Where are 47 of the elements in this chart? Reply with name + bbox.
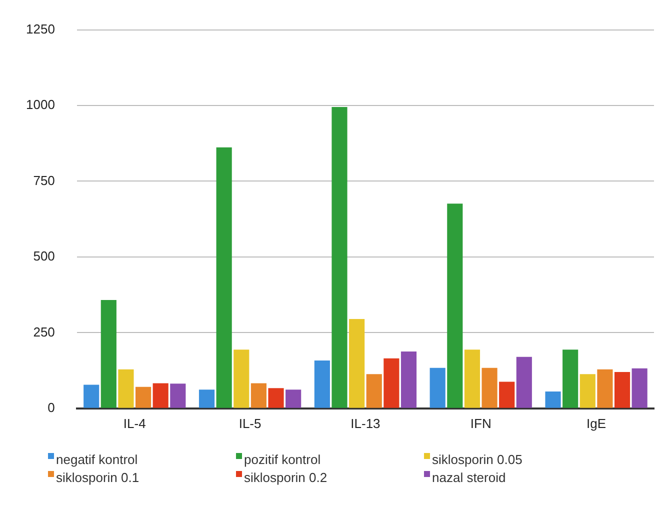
bar <box>430 368 446 408</box>
bar <box>580 374 596 408</box>
bar <box>314 360 330 408</box>
y-tick-label: 750 <box>33 172 55 188</box>
x-tick-label: IgE <box>586 416 606 431</box>
bar <box>332 107 348 408</box>
bar <box>516 356 532 408</box>
bar <box>286 390 302 408</box>
bar <box>152 383 168 408</box>
bar <box>366 374 382 408</box>
bar <box>216 147 232 408</box>
bar <box>384 358 400 408</box>
bar <box>597 369 613 408</box>
y-tick-label: 1000 <box>26 97 55 112</box>
x-tick-label: IL-13 <box>350 416 380 431</box>
bar <box>234 350 250 408</box>
bar <box>614 372 630 408</box>
y-tick-label: 250 <box>33 324 55 340</box>
bar <box>84 384 100 408</box>
y-tick-label: 1250 <box>26 21 55 36</box>
legend-label: siklosporin 0.1 <box>56 470 140 485</box>
bar <box>482 368 498 408</box>
bar <box>447 204 463 408</box>
legend-label: siklosporin 0.2 <box>244 470 328 485</box>
x-tick-label: IFN <box>470 416 492 431</box>
bar <box>118 369 134 408</box>
legend-label: siklosporin 0.05 <box>432 452 522 467</box>
legend-label: nazal steroid <box>432 470 506 485</box>
bar <box>170 384 186 408</box>
y-tick-label: 500 <box>33 248 55 264</box>
bar <box>400 351 417 408</box>
bar <box>562 350 578 408</box>
bar <box>268 388 284 408</box>
bar <box>135 386 152 408</box>
bar <box>100 300 116 408</box>
bar <box>464 350 480 408</box>
bar <box>349 319 365 408</box>
bar <box>250 383 266 408</box>
bar <box>545 391 561 408</box>
bar <box>499 382 515 408</box>
legend-label: negatif kontrol <box>56 452 138 467</box>
bar <box>632 368 648 408</box>
x-tick-label: IL-5 <box>238 416 262 431</box>
bar <box>198 390 215 408</box>
legend-label: pozitif kontrol <box>244 452 321 467</box>
x-tick-label: IL-4 <box>123 416 146 431</box>
y-tick-label: 0 <box>48 400 55 415</box>
